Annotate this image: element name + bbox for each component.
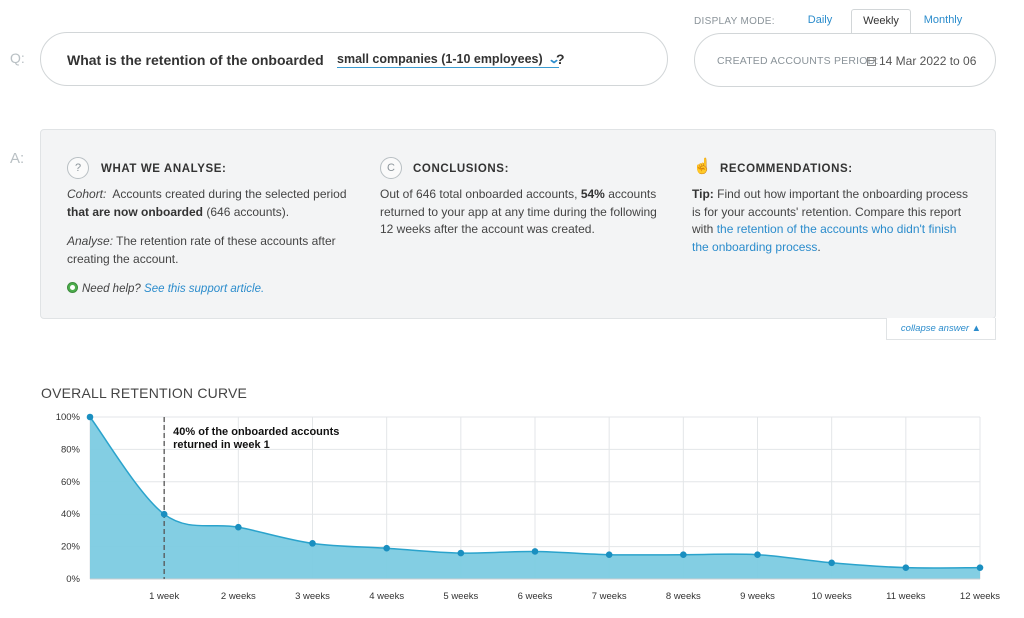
conclusions-text: Out of 646 total onboarded accounts, 54%… (380, 187, 657, 236)
tab-daily[interactable]: Daily (807, 14, 833, 26)
support-article-link[interactable]: See this support article. (144, 283, 265, 295)
conclusions-heading: CONCLUSIONS: (413, 163, 510, 175)
question-box: What is the retention of the onboarded s… (40, 32, 668, 86)
segment-value: small companies (1-10 employees) (337, 52, 543, 66)
x-tick-label: 4 weeks (369, 591, 404, 602)
x-tick-label: 9 weeks (740, 591, 775, 602)
data-point (828, 559, 835, 567)
answer-panel: ? WHAT WE ANALYSE: Cohort: Accounts crea… (40, 129, 996, 319)
data-point (457, 549, 465, 557)
x-tick-label: 3 weeks (295, 591, 330, 602)
period-selector[interactable]: CREATED ACCOUNTS PERIOD: 14 Mar 2022 to … (694, 33, 996, 87)
x-tick-label: 5 weeks (443, 591, 478, 602)
question-circle-icon: ? (67, 157, 89, 179)
hand-pointer-icon: ☝ (693, 158, 712, 175)
data-point (86, 413, 94, 421)
data-point (309, 540, 316, 547)
data-point (235, 523, 242, 531)
x-tick-label: 1 week (149, 591, 179, 602)
tab-monthly[interactable]: Monthly (923, 14, 963, 26)
x-tick-label: 8 weeks (666, 591, 701, 602)
segment-dropdown[interactable]: small companies (1-10 employees) ⌄ (337, 52, 561, 68)
x-tick-label: 12 weeks (960, 591, 1000, 602)
data-point (160, 510, 168, 518)
recommendations-heading: RECOMMENDATIONS: (720, 163, 853, 175)
y-tick-label: 100% (56, 412, 81, 423)
question-suffix: ? (556, 51, 565, 67)
y-tick-label: 60% (61, 477, 81, 488)
data-point (902, 564, 910, 571)
calendar-icon (867, 57, 876, 66)
period-date-range: 14 Mar 2022 to 06 (879, 54, 977, 68)
tab-weekly[interactable]: Weekly (851, 9, 911, 33)
collapse-answer-button[interactable]: collapse answer ▲ (886, 318, 996, 340)
y-tick-label: 0% (66, 574, 80, 585)
chevron-up-icon: ▲ (971, 323, 982, 334)
conclusions-circle-icon: C (380, 157, 402, 179)
retention-area (90, 417, 980, 579)
analyse-text: Analyse: The retention rate of these acc… (67, 234, 336, 266)
x-tick-label: 6 weeks (518, 591, 553, 602)
y-tick-label: 20% (61, 542, 81, 553)
y-tick-label: 80% (61, 444, 81, 455)
annotation-text-line-2: returned in week 1 (173, 439, 270, 451)
data-point (383, 544, 390, 552)
data-point (531, 548, 539, 555)
answer-marker: A: (10, 150, 25, 167)
cohort-text: Cohort: Accounts created during the sele… (67, 187, 347, 219)
question-marker-icon: Q: (10, 50, 25, 66)
chevron-down-icon: ⌄ (547, 52, 561, 66)
display-mode-label: DISPLAY MODE: (694, 16, 775, 27)
data-point (605, 551, 613, 558)
x-tick-label: 10 weeks (812, 591, 852, 602)
help-line: Need help? See this support article. (67, 282, 264, 295)
x-tick-label: 7 weeks (592, 591, 627, 602)
lifebuoy-icon (67, 282, 78, 293)
retention-chart: 0% 20% 40% 60% 80% 100% 40% of the onboarded a… (56, 412, 1001, 602)
recommendations-text: Tip: Find out how important the onboardi… (692, 187, 968, 254)
x-tick-label: 2 weeks (221, 591, 256, 602)
analyse-heading: WHAT WE ANALYSE: (101, 163, 227, 175)
period-value: 14 Mar 2022 to 06 (867, 54, 976, 68)
chart-title: OVERALL RETENTION CURVE (41, 385, 248, 401)
y-tick-label: 40% (61, 509, 81, 520)
data-point (680, 551, 687, 558)
data-point (754, 551, 761, 558)
data-point (976, 564, 984, 571)
x-tick-label: 11 weeks (886, 591, 926, 602)
question-text: What is the retention of the onboarded (67, 52, 324, 68)
period-label: CREATED ACCOUNTS PERIOD: (717, 55, 879, 67)
non-onboarded-retention-link[interactable]: the retention of the accounts who didn't… (692, 222, 957, 254)
annotation-text-line-1: 40% of the onboarded accounts (173, 426, 339, 438)
